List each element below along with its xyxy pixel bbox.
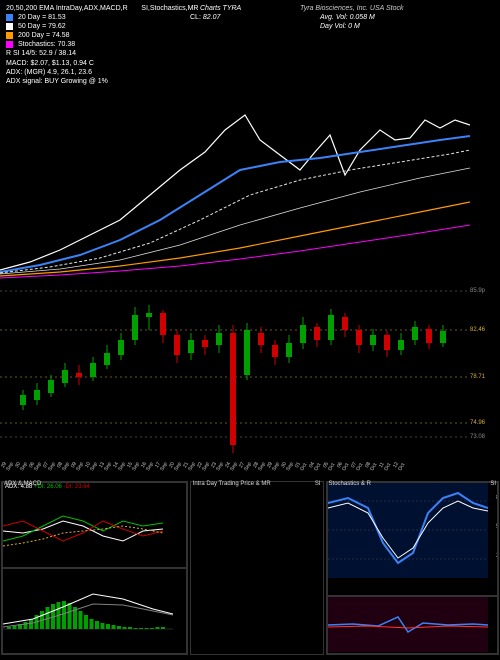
ema50-swatch <box>6 23 13 30</box>
p2-title-l: Intra Day Trading Price & MR <box>193 481 271 487</box>
hdr-ind2: SI,Stochastics,MR <box>141 5 198 12</box>
cl-label: CL: <box>190 14 201 21</box>
hdr-indicators: 20,50,200 EMA IntraDay,ADX,MACD,R <box>6 5 128 12</box>
ema200-swatch <box>6 32 13 39</box>
p3-title-l: Stochastics & R <box>329 481 371 487</box>
price-axis: 85.9p82.4678.7174.9673.08 <box>470 285 498 455</box>
stoch-swatch <box>6 41 13 48</box>
cl-value: 82.07 <box>203 14 221 21</box>
indicator-panels: ADX & MACD ADX: 4.88 +DI: 26.06 -DI: 23.… <box>0 480 500 656</box>
stoch-rsi-panel: Stochastics & RSI 805020 <box>326 481 499 655</box>
adx-label: ADX: (MGR) 4.9, 26.1, 23.6 <box>6 69 92 76</box>
chart-header: 20,50,200 EMA IntraDay,ADX,MACD,R SI,Sto… <box>0 0 500 80</box>
dayvol: Day Vol: 0 M <box>320 22 360 31</box>
ema200-label: 200 Day = 74.58 <box>18 32 70 39</box>
chart-page: 20,50,200 EMA IntraDay,ADX,MACD,R SI,Sto… <box>0 0 500 660</box>
hdr-title: Charts TYRA <box>200 4 241 13</box>
candlestick-chart <box>0 285 470 455</box>
date-axis: 29 Sep30 Sep06 Sep07 Sep08 Sep09 Sep10 S… <box>0 458 470 476</box>
hdr-name: Tyra Biosciences, Inc. USA Stock <box>300 4 403 13</box>
ema20-swatch <box>6 14 13 21</box>
avgvol: Avg. Vol: 0.058 M <box>320 13 375 22</box>
p1-title: ADX & MACD <box>4 481 41 487</box>
rsi-label: R SI 14/5: 52.9 / 38.14 <box>6 50 76 57</box>
adx-macd-panel: ADX & MACD ADX: 4.88 +DI: 26.06 -DI: 23.… <box>1 481 188 655</box>
macd-label: MACD: $2.07, $1.13, 0.94 C <box>6 60 94 67</box>
stoch-label: Stochastics: 70.38 <box>18 41 75 48</box>
ema50-label: 50 Day = 79.62 <box>18 23 66 30</box>
main-ema-chart <box>0 80 470 280</box>
intraday-panel: Intra Day Trading Price & MR SI <box>190 481 324 655</box>
p2-title-r: SI <box>315 481 321 487</box>
p3-title-r: SI <box>490 481 496 487</box>
ema20-label: 20 Day = 81.53 <box>18 14 66 21</box>
